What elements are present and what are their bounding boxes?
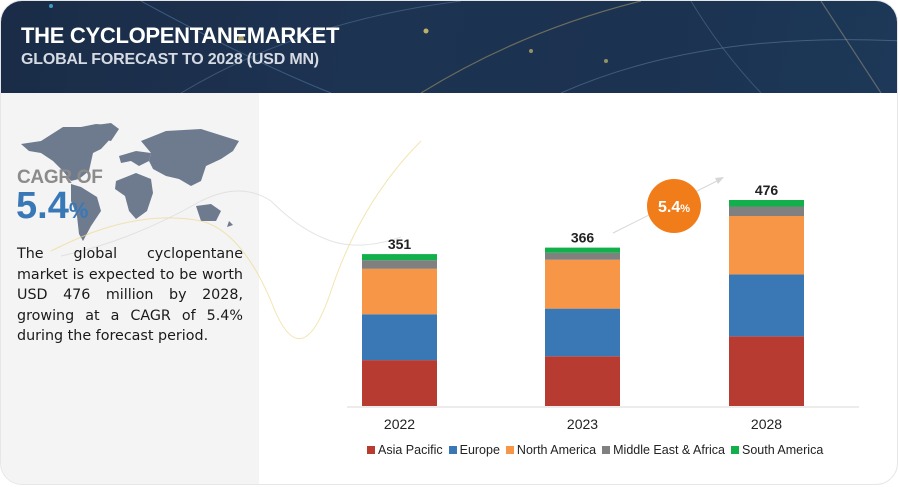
legend-label: Asia Pacific bbox=[378, 443, 443, 457]
bar-total-label: 476 bbox=[755, 182, 779, 198]
legend-label: North America bbox=[516, 443, 597, 457]
bar-total-label: 366 bbox=[571, 230, 595, 246]
bar-segment-2028-europe bbox=[729, 274, 804, 337]
legend-swatch bbox=[367, 446, 375, 454]
bar-segment-2023-asia-pacific bbox=[545, 356, 620, 406]
legend-item: Asia Pacific bbox=[367, 443, 443, 457]
page-subtitle: GLOBAL FORECAST TO 2028 (USD MN) bbox=[21, 51, 319, 68]
cagr-percent: % bbox=[68, 198, 89, 223]
bar-segment-2022-south-america bbox=[362, 254, 437, 261]
bar-segment-2028-asia-pacific bbox=[729, 336, 804, 406]
chart-legend: Asia Pacific Europe North America Middle Ea… bbox=[367, 443, 823, 457]
decorative-curve bbox=[60, 190, 402, 257]
decorative-curve bbox=[50, 140, 422, 339]
x-ticks-group: 2022 2023 2028 bbox=[384, 416, 782, 432]
header-light-streaks bbox=[49, 1, 897, 93]
legend-swatch bbox=[505, 446, 514, 454]
bar-segment-2028-south-america bbox=[729, 200, 804, 207]
bar-total-label: 351 bbox=[388, 236, 412, 252]
world-map-icon bbox=[21, 123, 239, 241]
legend-item: Middle East & Africa bbox=[602, 443, 725, 457]
bar-segment-2022-asia-pacific bbox=[362, 360, 437, 406]
bar-segment-2023-north-america bbox=[545, 259, 620, 309]
cagr-badge bbox=[647, 179, 701, 233]
page-title: THE CYCLOPENTANEMARKET bbox=[21, 23, 340, 48]
x-tick-label: 2023 bbox=[567, 416, 598, 432]
cagr-number: 5.4 bbox=[16, 185, 69, 227]
market-description: The global cyclopentane market is expect… bbox=[17, 246, 243, 344]
bar-segment-2023-europe bbox=[545, 308, 620, 357]
bar-segment-2023-middle-east-africa bbox=[545, 252, 620, 260]
bar-segment-2022-middle-east-africa bbox=[362, 260, 437, 269]
bars-group bbox=[362, 200, 804, 406]
totals-group: 351 366 476 bbox=[388, 182, 779, 252]
cagr-value: 5.4% bbox=[16, 185, 88, 228]
bar-segment-2028-north-america bbox=[729, 216, 804, 275]
legend-label: South America bbox=[741, 443, 824, 457]
legend-item: North America bbox=[505, 443, 597, 457]
legend-swatch bbox=[730, 446, 739, 454]
x-tick-label: 2028 bbox=[751, 416, 782, 432]
legend-item: Europe bbox=[448, 443, 500, 457]
bar-segment-2022-europe bbox=[362, 314, 437, 361]
legend-label: Europe bbox=[459, 443, 500, 457]
legend-item: South America bbox=[730, 443, 824, 457]
bar-segment-2028-middle-east-africa bbox=[729, 206, 804, 217]
cagr-badge-label: 5.4% bbox=[658, 199, 690, 216]
cagr-label: CAGR OF bbox=[17, 167, 103, 188]
x-tick-label: 2022 bbox=[384, 416, 415, 432]
legend-swatch bbox=[602, 446, 611, 454]
bar-segment-2022-north-america bbox=[362, 268, 437, 315]
legend-swatch bbox=[448, 446, 457, 454]
growth-arrow-head bbox=[715, 177, 724, 184]
legend-label: Middle East & Africa bbox=[613, 443, 725, 457]
header-banner: THE CYCLOPENTANEMARKET GLOBAL FORECAST T… bbox=[1, 1, 897, 93]
bar-segment-2023-south-america bbox=[545, 247, 620, 253]
